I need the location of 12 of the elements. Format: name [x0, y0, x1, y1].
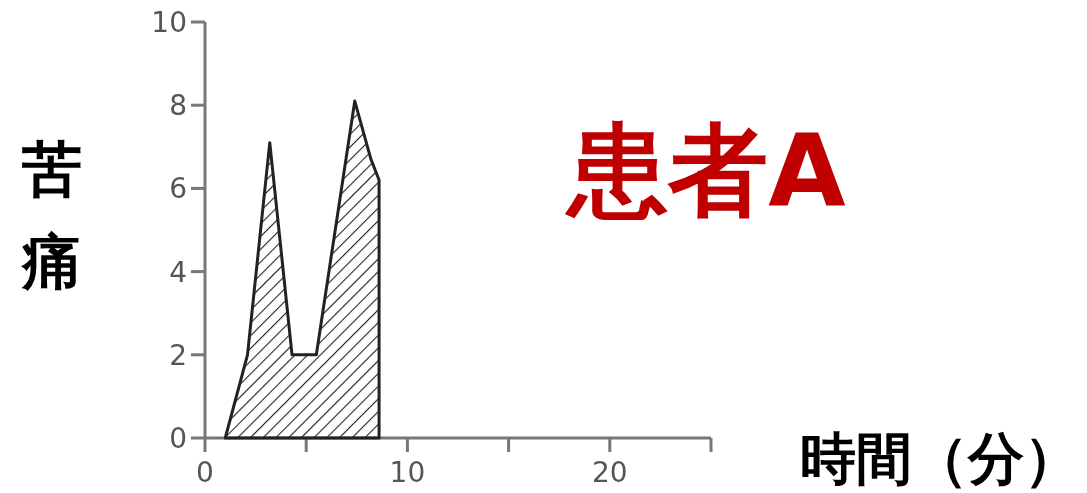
x-axis-title: 時間（分）	[800, 426, 1080, 491]
x-tick-label: 10	[389, 456, 426, 489]
y-tick-label: 2	[169, 338, 187, 372]
x-tick-label: 20	[591, 456, 628, 489]
y-tick-label: 4	[169, 255, 187, 289]
y-tick-label: 6	[169, 172, 187, 206]
y-tick-label: 8	[169, 89, 187, 123]
y-axis-title: 苦痛	[20, 134, 82, 296]
x-tick-label: 0	[196, 456, 214, 489]
y-tick-label: 0	[169, 422, 187, 455]
y-tick-label: 10	[151, 6, 187, 39]
text: 患者A	[564, 112, 846, 229]
